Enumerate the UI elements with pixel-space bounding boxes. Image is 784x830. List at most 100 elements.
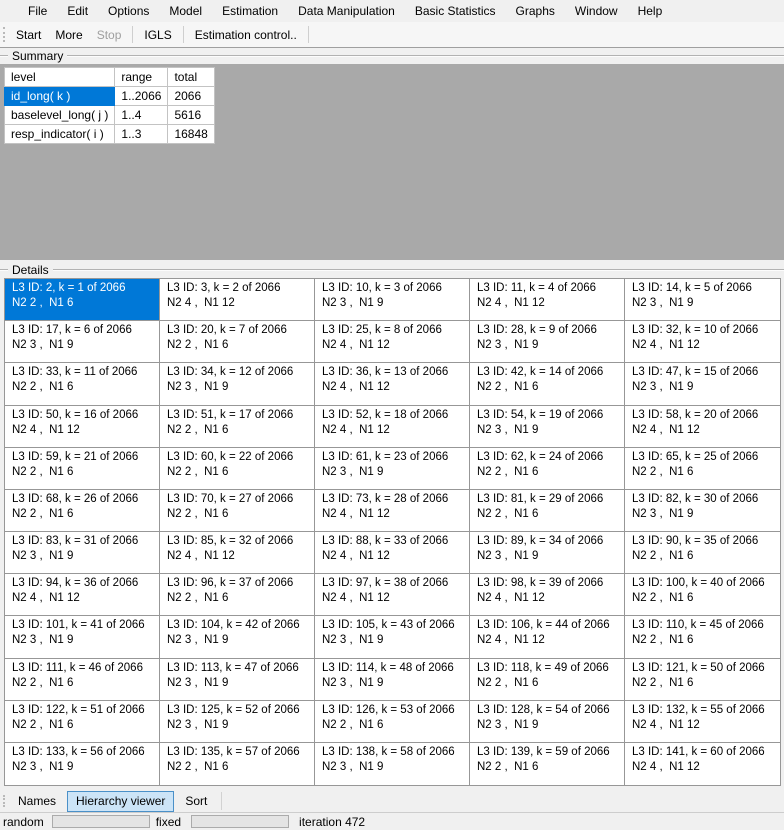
hierarchy-cell-5[interactable]: L3 ID: 14, k = 5 of 2066 N2 3 , N1 9: [625, 279, 780, 322]
hierarchy-cell-43[interactable]: L3 ID: 105, k = 43 of 2066 N2 3 , N1 9: [315, 616, 470, 659]
random-progress-label: random: [3, 814, 44, 829]
summary-row-baselevel-long-j[interactable]: baselevel_long( j ) 1..4 5616: [3, 105, 215, 125]
hierarchy-cell-2[interactable]: L3 ID: 3, k = 2 of 2066 N2 4 , N1 12: [160, 279, 315, 322]
summary-section-header: Summary: [0, 48, 784, 64]
cell-id-line: L3 ID: 118, k = 49 of 2066: [477, 661, 609, 674]
hierarchy-cell-9[interactable]: L3 ID: 28, k = 9 of 2066 N2 3 , N1 9: [470, 321, 625, 364]
toolbar-button-igls[interactable]: IGLS: [144, 27, 172, 42]
summary-cell[interactable]: 1..2066: [114, 86, 169, 106]
hierarchy-cell-26[interactable]: L3 ID: 68, k = 26 of 2066 N2 2 , N1 6: [5, 489, 160, 532]
menu-item-basic-statistics[interactable]: Basic Statistics: [414, 4, 496, 18]
summary-cell[interactable]: 2066: [167, 86, 215, 106]
summary-row-resp-indicator-i[interactable]: resp_indicator( i ) 1..3 16848: [3, 124, 215, 144]
hierarchy-cell-14[interactable]: L3 ID: 42, k = 14 of 2066 N2 2 , N1 6: [470, 363, 625, 406]
hierarchy-cell-23[interactable]: L3 ID: 61, k = 23 of 2066 N2 3 , N1 9: [315, 447, 470, 490]
hierarchy-cell-24[interactable]: L3 ID: 62, k = 24 of 2066 N2 2 , N1 6: [470, 447, 625, 490]
tab-names[interactable]: Names: [18, 793, 57, 808]
hierarchy-cell-4[interactable]: L3 ID: 11, k = 4 of 2066 N2 4 , N1 12: [470, 279, 625, 322]
hierarchy-cell-42[interactable]: L3 ID: 104, k = 42 of 2066 N2 3 , N1 9: [160, 616, 315, 659]
hierarchy-cell-27[interactable]: L3 ID: 70, k = 27 of 2066 N2 2 , N1 6: [160, 489, 315, 532]
toolbar-button-start[interactable]: Start: [16, 27, 42, 42]
hierarchy-cell-32[interactable]: L3 ID: 85, k = 32 of 2066 N2 4 , N1 12: [160, 532, 315, 575]
cell-counts-line: N2 4 , N1 12: [322, 507, 390, 520]
hierarchy-cell-58[interactable]: L3 ID: 138, k = 58 of 2066 N2 3 , N1 9: [315, 742, 470, 785]
hierarchy-cell-47[interactable]: L3 ID: 113, k = 47 of 2066 N2 3 , N1 9: [160, 658, 315, 701]
hierarchy-cell-6[interactable]: L3 ID: 17, k = 6 of 2066 N2 3 , N1 9: [5, 321, 160, 364]
summary-cell[interactable]: id_long( k ): [3, 86, 116, 106]
summary-cell[interactable]: resp_indicator( i ): [3, 124, 116, 144]
summary-cell[interactable]: baselevel_long( j ): [3, 105, 116, 125]
hierarchy-cell-54[interactable]: L3 ID: 128, k = 54 of 2066 N2 3 , N1 9: [470, 700, 625, 743]
hierarchy-cell-34[interactable]: L3 ID: 89, k = 34 of 2066 N2 3 , N1 9: [470, 532, 625, 575]
toolbar-button-estimation-control[interactable]: Estimation control..: [194, 27, 297, 42]
cell-counts-line: N2 2 , N1 6: [167, 592, 229, 605]
hierarchy-cell-60[interactable]: L3 ID: 141, k = 60 of 2066 N2 4 , N1 12: [625, 743, 780, 785]
hierarchy-cell-59[interactable]: L3 ID: 139, k = 59 of 2066 N2 2 , N1 6: [470, 742, 625, 785]
toolbar-button-stop[interactable]: Stop: [96, 27, 122, 42]
toolbar-grip-handle[interactable]: [3, 27, 6, 42]
hierarchy-cell-33[interactable]: L3 ID: 88, k = 33 of 2066 N2 4 , N1 12: [315, 532, 470, 575]
menu-item-help[interactable]: Help: [637, 4, 663, 18]
hierarchy-cell-38[interactable]: L3 ID: 97, k = 38 of 2066 N2 4 , N1 12: [315, 574, 470, 617]
hierarchy-cell-10[interactable]: L3 ID: 32, k = 10 of 2066 N2 4 , N1 12: [625, 321, 780, 364]
tab-sort[interactable]: Sort: [185, 793, 208, 808]
hierarchy-cell-41[interactable]: L3 ID: 101, k = 41 of 2066 N2 3 , N1 9: [5, 616, 160, 659]
hierarchy-cell-28[interactable]: L3 ID: 73, k = 28 of 2066 N2 4 , N1 12: [315, 489, 470, 532]
hierarchy-cell-57[interactable]: L3 ID: 135, k = 57 of 2066 N2 2 , N1 6: [160, 742, 315, 785]
menu-item-options[interactable]: Options: [108, 4, 150, 18]
hierarchy-cell-16[interactable]: L3 ID: 50, k = 16 of 2066 N2 4 , N1 12: [5, 405, 160, 448]
hierarchy-cell-44[interactable]: L3 ID: 106, k = 44 of 2066 N2 4 , N1 12: [470, 616, 625, 659]
hierarchy-cell-7[interactable]: L3 ID: 20, k = 7 of 2066 N2 2 , N1 6: [160, 321, 315, 364]
hierarchy-cell-3[interactable]: L3 ID: 10, k = 3 of 2066 N2 3 , N1 9: [315, 279, 470, 322]
summary-cell[interactable]: 16848: [167, 124, 215, 144]
menu-item-data-manipulation[interactable]: Data Manipulation: [298, 4, 395, 18]
summary-cell[interactable]: 5616: [167, 105, 215, 125]
toolbar-separator: [182, 26, 184, 43]
hierarchy-cell-19[interactable]: L3 ID: 54, k = 19 of 2066 N2 3 , N1 9: [470, 405, 625, 448]
hierarchy-cell-49[interactable]: L3 ID: 118, k = 49 of 2066 N2 2 , N1 6: [470, 658, 625, 701]
menu-item-graphs[interactable]: Graphs: [515, 4, 555, 18]
hierarchy-cell-39[interactable]: L3 ID: 98, k = 39 of 2066 N2 4 , N1 12: [470, 574, 625, 617]
tab-hierarchy-viewer[interactable]: Hierarchy viewer: [67, 790, 175, 812]
summary-cell[interactable]: 1..4: [114, 105, 169, 125]
hierarchy-cell-21[interactable]: L3 ID: 59, k = 21 of 2066 N2 2 , N1 6: [5, 447, 160, 490]
tabbar-separator: [221, 792, 223, 810]
summary-cell[interactable]: 1..3: [114, 124, 169, 144]
hierarchy-cell-22[interactable]: L3 ID: 60, k = 22 of 2066 N2 2 , N1 6: [160, 447, 315, 490]
hierarchy-cell-13[interactable]: L3 ID: 36, k = 13 of 2066 N2 4 , N1 12: [315, 363, 470, 406]
hierarchy-cell-56[interactable]: L3 ID: 133, k = 56 of 2066 N2 3 , N1 9: [5, 742, 160, 785]
hierarchy-cell-37[interactable]: L3 ID: 96, k = 37 of 2066 N2 2 , N1 6: [160, 574, 315, 617]
hierarchy-cell-51[interactable]: L3 ID: 122, k = 51 of 2066 N2 2 , N1 6: [5, 700, 160, 743]
hierarchy-cell-30[interactable]: L3 ID: 82, k = 30 of 2066 N2 3 , N1 9: [625, 490, 780, 532]
hierarchy-cell-18[interactable]: L3 ID: 52, k = 18 of 2066 N2 4 , N1 12: [315, 405, 470, 448]
hierarchy-cell-15[interactable]: L3 ID: 47, k = 15 of 2066 N2 3 , N1 9: [625, 363, 780, 406]
hierarchy-cell-52[interactable]: L3 ID: 125, k = 52 of 2066 N2 3 , N1 9: [160, 700, 315, 743]
hierarchy-cell-11[interactable]: L3 ID: 33, k = 11 of 2066 N2 2 , N1 6: [5, 363, 160, 406]
hierarchy-cell-17[interactable]: L3 ID: 51, k = 17 of 2066 N2 2 , N1 6: [160, 405, 315, 448]
hierarchy-cell-8[interactable]: L3 ID: 25, k = 8 of 2066 N2 4 , N1 12: [315, 321, 470, 364]
hierarchy-cell-55[interactable]: L3 ID: 132, k = 55 of 2066 N2 4 , N1 12: [625, 701, 780, 743]
toolbar-button-more[interactable]: More: [55, 27, 83, 42]
hierarchy-cell-29[interactable]: L3 ID: 81, k = 29 of 2066 N2 2 , N1 6: [470, 489, 625, 532]
hierarchy-cell-12[interactable]: L3 ID: 34, k = 12 of 2066 N2 3 , N1 9: [160, 363, 315, 406]
hierarchy-cell-1[interactable]: L3 ID: 2, k = 1 of 2066 N2 2 , N1 6: [5, 279, 160, 322]
menu-item-window[interactable]: Window: [574, 4, 618, 18]
hierarchy-cell-36[interactable]: L3 ID: 94, k = 36 of 2066 N2 4 , N1 12: [5, 574, 160, 617]
hierarchy-cell-25[interactable]: L3 ID: 65, k = 25 of 2066 N2 2 , N1 6: [625, 448, 780, 490]
hierarchy-cell-46[interactable]: L3 ID: 111, k = 46 of 2066 N2 2 , N1 6: [5, 658, 160, 701]
hierarchy-cell-35[interactable]: L3 ID: 90, k = 35 of 2066 N2 2 , N1 6: [625, 532, 780, 575]
hierarchy-cell-48[interactable]: L3 ID: 114, k = 48 of 2066 N2 3 , N1 9: [315, 658, 470, 701]
cell-counts-line: N2 4 , N1 12: [477, 592, 545, 605]
hierarchy-cell-50[interactable]: L3 ID: 121, k = 50 of 2066 N2 2 , N1 6: [625, 659, 780, 701]
hierarchy-cell-31[interactable]: L3 ID: 83, k = 31 of 2066 N2 3 , N1 9: [5, 532, 160, 575]
menu-item-estimation[interactable]: Estimation: [222, 4, 279, 18]
menu-item-edit[interactable]: Edit: [67, 4, 89, 18]
hierarchy-cell-40[interactable]: L3 ID: 100, k = 40 of 2066 N2 2 , N1 6: [625, 574, 780, 617]
hierarchy-cell-53[interactable]: L3 ID: 126, k = 53 of 2066 N2 2 , N1 6: [315, 700, 470, 743]
tabbar-grip-handle[interactable]: [3, 795, 6, 807]
hierarchy-cell-20[interactable]: L3 ID: 58, k = 20 of 2066 N2 4 , N1 12: [625, 406, 780, 448]
menu-item-file[interactable]: File: [28, 4, 48, 18]
menu-item-model[interactable]: Model: [169, 4, 203, 18]
summary-row-id-long-k[interactable]: id_long( k ) 1..2066 2066: [3, 86, 215, 106]
hierarchy-cell-45[interactable]: L3 ID: 110, k = 45 of 2066 N2 2 , N1 6: [625, 616, 780, 659]
